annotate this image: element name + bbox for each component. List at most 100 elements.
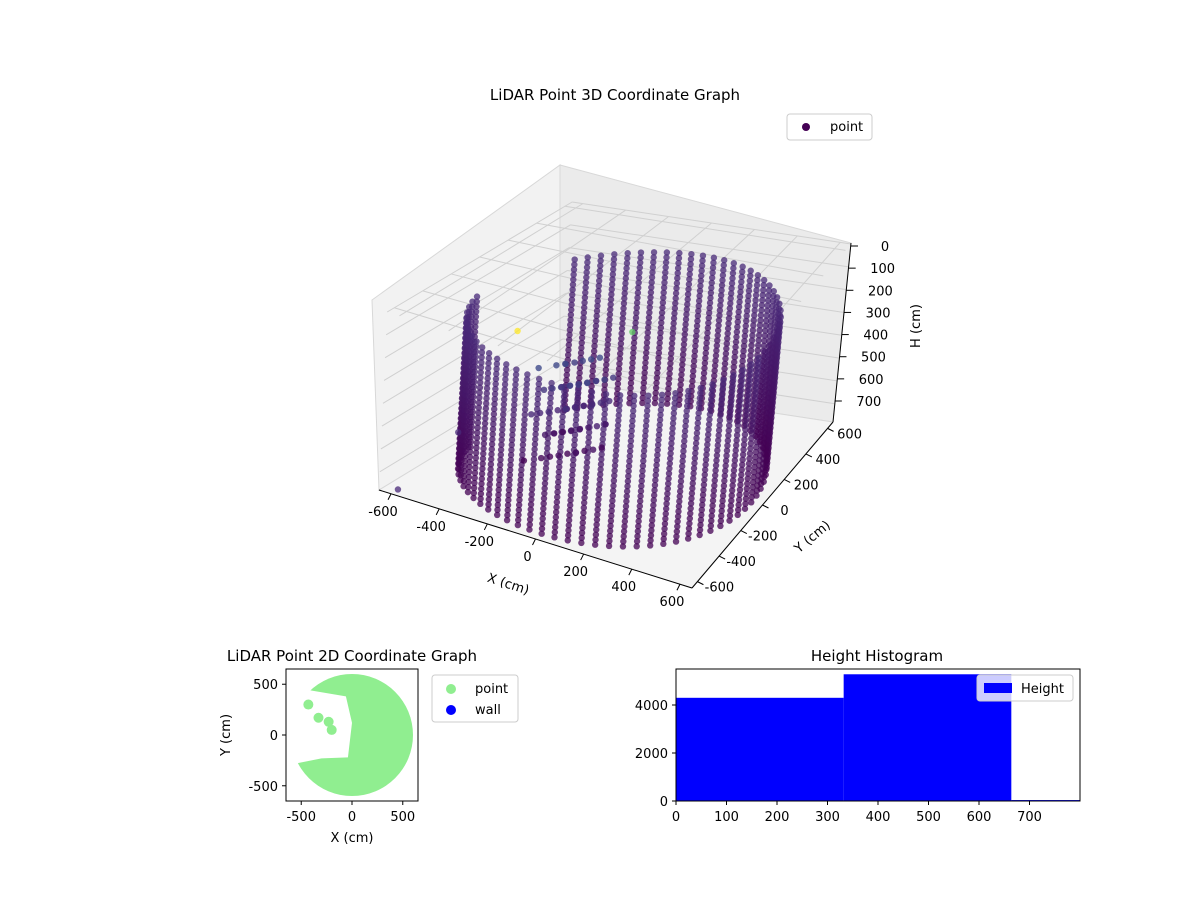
point-3d (472, 459, 479, 467)
point-3d (516, 496, 523, 504)
point-3d (594, 297, 601, 305)
point-3d (644, 324, 652, 331)
point-3d (769, 298, 777, 305)
point-3d (534, 395, 542, 403)
point-3d (735, 303, 743, 311)
point-3d (508, 446, 515, 454)
point-3d (671, 395, 679, 402)
point-3d (718, 402, 725, 409)
point-3d (624, 483, 631, 490)
point-3d (578, 334, 586, 341)
point-3d (724, 335, 731, 342)
point-3d (626, 457, 633, 465)
point-3d (636, 497, 644, 505)
point-3d (751, 395, 759, 402)
point-3d (629, 412, 637, 420)
point-3d (665, 380, 672, 387)
point-3d (721, 472, 728, 479)
point-3d (758, 418, 765, 425)
point-3d (499, 421, 506, 428)
point-3d (517, 481, 524, 489)
point-3d (611, 251, 618, 258)
point-3d (742, 426, 749, 433)
point-3d (686, 271, 693, 278)
point-3d (723, 452, 730, 459)
point-3d-inner (572, 449, 580, 457)
point-3d (693, 322, 701, 330)
point-3d (606, 527, 614, 535)
point-3d (702, 354, 709, 362)
point-3d (642, 354, 650, 361)
point-3d (738, 278, 745, 286)
point-3d (753, 282, 761, 289)
point-3d-inner (562, 405, 570, 413)
point-3d (568, 481, 575, 489)
point-3d (755, 354, 762, 362)
point-3d (477, 379, 484, 386)
point-3d (595, 486, 603, 493)
point-3d (662, 264, 669, 271)
point-3d (749, 415, 757, 422)
x-tick-hist: 400 (866, 810, 891, 825)
point-3d (594, 506, 601, 513)
point-3d (502, 366, 510, 373)
point-3d-inner (540, 386, 548, 394)
point-3d (690, 470, 697, 477)
point-3d (696, 531, 703, 539)
point-3d (697, 384, 704, 392)
point-3d (754, 277, 761, 284)
point-3d (540, 495, 548, 502)
point-3d (505, 486, 513, 494)
point-3d (699, 501, 706, 509)
point-3d (640, 457, 647, 465)
point-3d (643, 417, 650, 424)
point-3d (641, 369, 648, 377)
point-3d (731, 348, 739, 356)
point-3d (701, 466, 709, 473)
point-3d-inner (601, 376, 608, 383)
point-3d (647, 532, 655, 539)
point-3d (598, 456, 605, 463)
point-3d (471, 479, 478, 487)
point-3d (701, 476, 708, 483)
point-3d (681, 427, 689, 435)
point-3d (664, 490, 671, 497)
ticks-3d: -600-400-2000200400600-600-400-200020040… (368, 240, 895, 610)
point-3d (593, 312, 600, 320)
point-3d (762, 373, 770, 380)
point-3d (657, 406, 665, 414)
point-3d (581, 494, 588, 501)
point-3d (708, 284, 715, 292)
point-3d (672, 295, 679, 302)
point-3d (730, 265, 737, 272)
point-3d (747, 440, 755, 447)
point-3d (736, 396, 744, 404)
point-3d (571, 441, 578, 449)
point-3d (763, 363, 771, 370)
point-3d (723, 340, 730, 347)
point-3d (655, 349, 663, 357)
point-3d (475, 409, 482, 416)
point-3d (472, 358, 479, 365)
point-3d (703, 451, 710, 458)
point-3d (570, 266, 578, 273)
point-3d (765, 338, 773, 345)
point-3d (644, 329, 651, 336)
point-3d (752, 292, 760, 299)
x-tick-3d: 600 (660, 595, 685, 610)
point-3d (585, 434, 592, 441)
point-3d (578, 539, 585, 547)
point-3d (765, 292, 772, 299)
point-3d (501, 391, 508, 398)
point-3d (695, 409, 702, 417)
point-3d (554, 488, 561, 496)
point-3d (510, 416, 517, 423)
point-3d (649, 269, 656, 276)
point-3d (701, 471, 708, 478)
point-3d (717, 292, 725, 299)
point-3d (675, 254, 683, 262)
point-3d (688, 250, 695, 258)
point-3d (711, 372, 718, 379)
point-3d (635, 279, 642, 286)
point-3d (492, 380, 499, 388)
